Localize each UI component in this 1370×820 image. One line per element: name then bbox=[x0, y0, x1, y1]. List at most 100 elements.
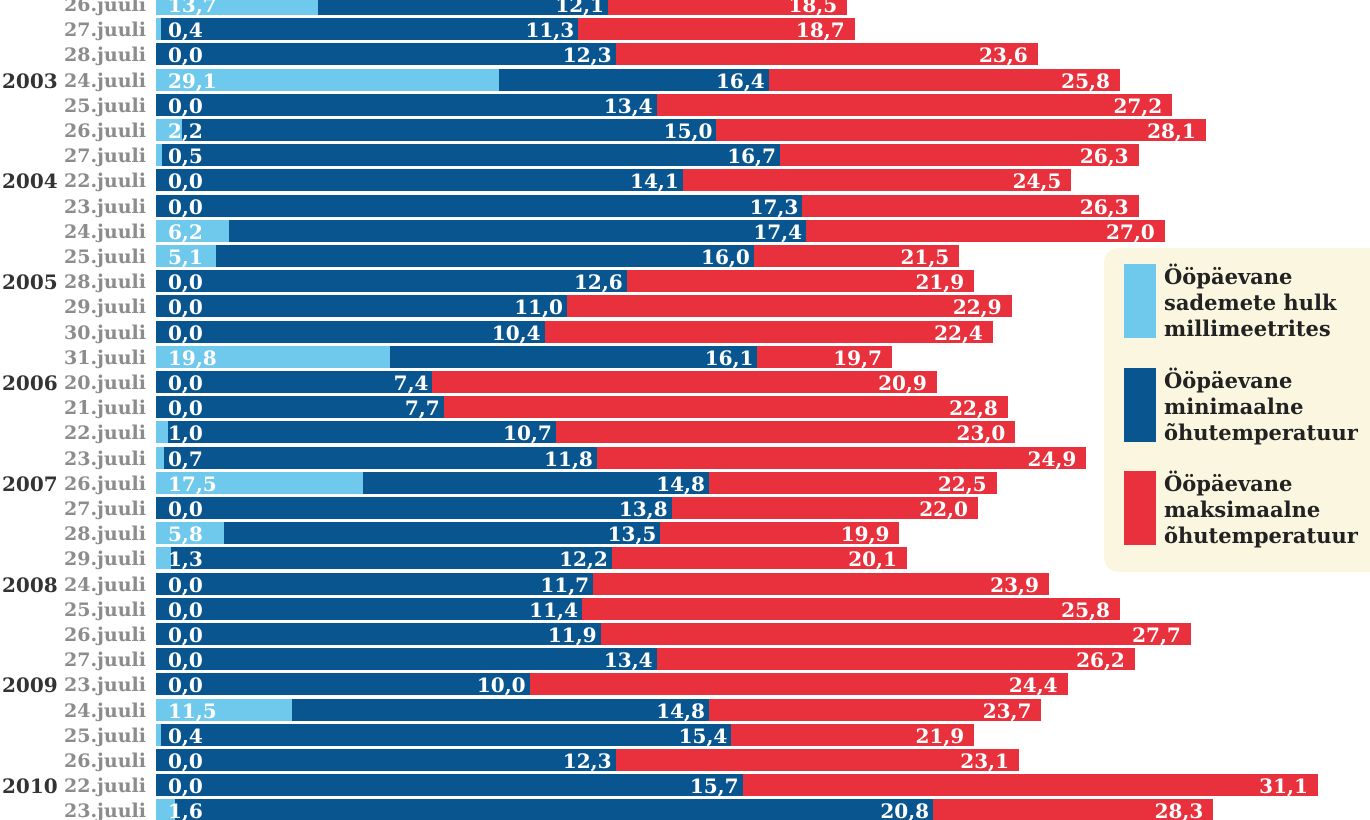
chart-row: 2005 28.juuli 0,0 12,6 21,9 bbox=[0, 270, 1370, 294]
max-temp-value: 26,3 bbox=[1079, 144, 1129, 169]
min-temp-bar bbox=[156, 774, 743, 797]
max-temp-value: 27,0 bbox=[1106, 219, 1155, 244]
day-label: 29.juuli bbox=[64, 548, 146, 571]
precip-value: 13,7 bbox=[168, 0, 217, 17]
precip-bar bbox=[156, 219, 230, 242]
day-label: 23.juuli bbox=[64, 674, 146, 697]
chart-row: 23.juuli 1,6 20,8 28,3 bbox=[0, 799, 1370, 820]
chart-row: 26.juuli 13,7 12,1 18,5 bbox=[0, 0, 1370, 17]
min-temp-bar bbox=[156, 698, 709, 721]
day-label: 30.juuli bbox=[64, 321, 146, 344]
min-temp-value: 10,7 bbox=[503, 421, 552, 446]
precip-value: 0,0 bbox=[168, 648, 203, 673]
chart-row: 26.juuli 0,0 11,9 27,7 bbox=[0, 623, 1370, 647]
max-temp-value: 24,5 bbox=[1012, 169, 1062, 194]
chart-row: 27.juuli 0,0 13,4 26,2 bbox=[0, 648, 1370, 672]
chart-row: 31.juuli 19,8 16,1 19,7 bbox=[0, 345, 1370, 370]
precip-bar bbox=[156, 144, 162, 167]
precip-value: 1,3 bbox=[168, 547, 203, 572]
max-temp-value: 23,0 bbox=[956, 421, 1006, 446]
min-temp-bar bbox=[156, 648, 657, 671]
chart-row: 26.juuli 0,0 12,3 23,1 bbox=[0, 749, 1370, 773]
min-temp-bar bbox=[156, 723, 732, 746]
precip-bar bbox=[156, 68, 500, 91]
precip-bar bbox=[156, 471, 363, 494]
max-temp-value: 19,7 bbox=[833, 345, 882, 370]
min-temp-bar bbox=[156, 421, 556, 444]
year-label: 2010 bbox=[2, 774, 58, 799]
max-temp-value: 19,9 bbox=[840, 522, 890, 547]
precip-bar bbox=[156, 698, 292, 721]
precip-value: 0,0 bbox=[168, 169, 203, 194]
chart-row: 29.juuli 0,0 11,0 22,9 bbox=[0, 295, 1370, 319]
max-temp-value: 23,1 bbox=[960, 749, 1010, 773]
day-label: 23.juuli bbox=[64, 447, 146, 470]
min-temp-bar bbox=[156, 93, 657, 116]
precip-value: 0,0 bbox=[168, 774, 203, 799]
day-label: 25.juuli bbox=[64, 246, 146, 268]
year-label: 2006 bbox=[2, 371, 58, 395]
chart-row: 2007 26.juuli 17,5 14,8 22,5 bbox=[0, 471, 1370, 496]
legend-swatch-max bbox=[1124, 471, 1156, 545]
min-temp-value: 12,1 bbox=[555, 0, 605, 17]
precip-bar bbox=[156, 799, 175, 820]
max-temp-value: 21,9 bbox=[915, 723, 965, 748]
chart-row: 28.juuli 0,0 12,3 23,6 bbox=[0, 43, 1370, 67]
chart-row: 25.juuli 0,4 15,4 21,9 bbox=[0, 723, 1370, 748]
max-temp-value: 27,7 bbox=[1132, 623, 1181, 647]
min-temp-value: 16,0 bbox=[701, 245, 750, 269]
precip-value: 1,0 bbox=[168, 421, 203, 446]
day-label: 25.juuli bbox=[64, 94, 146, 117]
chart-row: 25.juuli 5,1 16,0 21,5 bbox=[0, 245, 1370, 269]
precip-value: 0,7 bbox=[168, 446, 203, 471]
min-temp-value: 13,4 bbox=[603, 93, 653, 118]
min-temp-value: 14,1 bbox=[630, 169, 679, 194]
chart-row: 29.juuli 1,3 12,2 20,1 bbox=[0, 547, 1370, 571]
max-temp-value: 25,8 bbox=[1061, 68, 1110, 93]
chart-row: 22.juuli 1,0 10,7 23,0 bbox=[0, 421, 1370, 445]
precip-value: 0,0 bbox=[168, 320, 203, 345]
min-temp-bar bbox=[156, 194, 803, 217]
max-temp-value: 22,5 bbox=[937, 471, 987, 496]
day-label: 26.juuli bbox=[64, 120, 146, 142]
min-temp-value: 11,7 bbox=[540, 572, 590, 597]
day-label: 27.juuli bbox=[64, 649, 146, 672]
max-temp-value: 21,5 bbox=[900, 245, 950, 269]
max-temp-value: 22,9 bbox=[952, 295, 1002, 320]
chart-row: 2010 22.juuli 0,0 15,7 31,1 bbox=[0, 774, 1370, 798]
chart-row: 27.juuli 0,0 13,8 22,0 bbox=[0, 497, 1370, 521]
chart-row: 25.juuli 0,0 11,4 25,8 bbox=[0, 597, 1370, 622]
min-temp-bar bbox=[156, 623, 601, 645]
min-temp-value: 11,8 bbox=[544, 446, 593, 471]
max-temp-value: 26,2 bbox=[1076, 648, 1125, 673]
day-label: 26.juuli bbox=[64, 472, 146, 495]
min-temp-bar bbox=[156, 749, 616, 771]
min-temp-value: 15,4 bbox=[678, 723, 728, 748]
max-temp-value: 20,1 bbox=[848, 547, 897, 572]
min-temp-bar bbox=[156, 295, 567, 318]
day-label: 22.juuli bbox=[64, 775, 146, 798]
min-temp-bar bbox=[156, 547, 612, 570]
year-label: 2009 bbox=[2, 673, 58, 698]
day-label: 22.juuli bbox=[64, 170, 146, 193]
precip-bar bbox=[156, 723, 161, 746]
precip-bar bbox=[156, 0, 318, 15]
precip-bar bbox=[156, 245, 217, 267]
min-temp-bar bbox=[156, 18, 579, 41]
day-label: 31.juuli bbox=[64, 346, 146, 369]
precip-bar bbox=[156, 421, 168, 444]
min-temp-value: 11,9 bbox=[547, 623, 597, 647]
precip-value: 6,2 bbox=[168, 219, 203, 244]
precip-bar bbox=[156, 119, 182, 141]
min-temp-value: 20,8 bbox=[880, 799, 930, 820]
max-temp-value: 22,0 bbox=[919, 497, 968, 521]
day-label: 24.juuli bbox=[64, 220, 146, 243]
min-temp-bar bbox=[156, 572, 594, 595]
max-temp-value: 23,9 bbox=[990, 572, 1039, 597]
precip-value: 29,1 bbox=[168, 68, 217, 93]
precip-value: 2,2 bbox=[168, 119, 203, 143]
precip-value: 0,0 bbox=[168, 623, 203, 647]
max-temp-value: 22,4 bbox=[934, 320, 983, 345]
min-temp-bar bbox=[156, 270, 627, 293]
min-temp-bar bbox=[156, 144, 780, 167]
